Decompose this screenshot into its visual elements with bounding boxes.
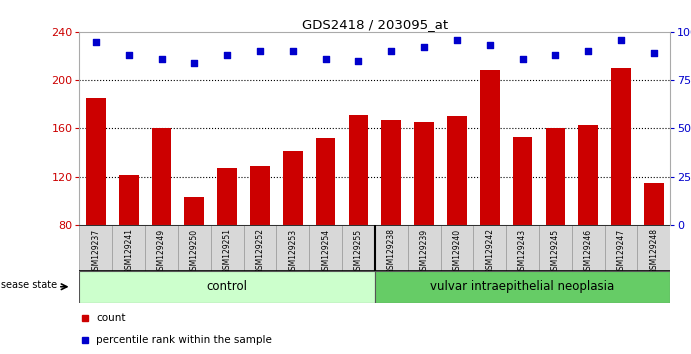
Text: GSM129240: GSM129240 bbox=[453, 228, 462, 275]
Bar bbox=[276, 225, 309, 271]
Bar bbox=[86, 98, 106, 225]
Bar bbox=[539, 225, 571, 271]
Bar bbox=[316, 138, 335, 225]
Text: GSM129252: GSM129252 bbox=[256, 228, 265, 274]
Point bbox=[386, 48, 397, 54]
Bar bbox=[605, 225, 637, 271]
Text: GSM129255: GSM129255 bbox=[354, 228, 363, 275]
Bar bbox=[447, 116, 466, 225]
Point bbox=[550, 52, 561, 58]
Text: count: count bbox=[96, 313, 126, 323]
Text: GSM129245: GSM129245 bbox=[551, 228, 560, 275]
Text: vulvar intraepithelial neoplasia: vulvar intraepithelial neoplasia bbox=[430, 280, 615, 293]
Bar bbox=[283, 151, 303, 225]
Point bbox=[583, 48, 594, 54]
Bar bbox=[578, 125, 598, 225]
Bar bbox=[211, 225, 243, 271]
Bar bbox=[250, 166, 269, 225]
Bar bbox=[79, 225, 112, 271]
Bar bbox=[79, 271, 375, 303]
Point bbox=[156, 56, 167, 62]
Text: GSM129251: GSM129251 bbox=[223, 228, 231, 274]
Text: GSM129243: GSM129243 bbox=[518, 228, 527, 275]
Text: GSM129248: GSM129248 bbox=[650, 228, 659, 274]
Bar bbox=[309, 225, 342, 271]
Point bbox=[616, 37, 627, 42]
Text: GSM129237: GSM129237 bbox=[91, 228, 100, 275]
Text: GSM129246: GSM129246 bbox=[584, 228, 593, 275]
Point bbox=[287, 48, 299, 54]
Point bbox=[517, 56, 528, 62]
Bar bbox=[119, 175, 138, 225]
Bar bbox=[480, 70, 500, 225]
Text: percentile rank within the sample: percentile rank within the sample bbox=[96, 335, 272, 345]
Bar bbox=[644, 183, 663, 225]
Bar bbox=[145, 225, 178, 271]
Bar bbox=[375, 271, 670, 303]
Bar bbox=[381, 120, 401, 225]
Text: GSM129253: GSM129253 bbox=[288, 228, 297, 275]
Point bbox=[353, 58, 364, 64]
Point bbox=[320, 56, 331, 62]
Text: GSM129249: GSM129249 bbox=[157, 228, 166, 275]
Text: GSM129250: GSM129250 bbox=[190, 228, 199, 275]
Point bbox=[419, 45, 430, 50]
Bar bbox=[414, 122, 434, 225]
Bar bbox=[178, 225, 211, 271]
Point bbox=[123, 52, 134, 58]
Bar bbox=[243, 225, 276, 271]
Point bbox=[189, 60, 200, 65]
Point bbox=[484, 42, 495, 48]
Bar bbox=[342, 225, 375, 271]
Bar bbox=[637, 225, 670, 271]
Point bbox=[254, 48, 265, 54]
Bar bbox=[217, 168, 237, 225]
Text: GSM129241: GSM129241 bbox=[124, 228, 133, 274]
Text: control: control bbox=[207, 280, 247, 293]
Point bbox=[451, 37, 462, 42]
Bar bbox=[611, 68, 631, 225]
Bar bbox=[473, 225, 506, 271]
Bar bbox=[545, 128, 565, 225]
Bar bbox=[184, 197, 204, 225]
Bar bbox=[440, 225, 473, 271]
Bar bbox=[571, 225, 605, 271]
Text: GSM129239: GSM129239 bbox=[419, 228, 428, 275]
Text: GSM129238: GSM129238 bbox=[387, 228, 396, 274]
Bar bbox=[513, 137, 532, 225]
Bar bbox=[506, 225, 539, 271]
Bar bbox=[348, 115, 368, 225]
Point bbox=[222, 52, 233, 58]
Bar bbox=[112, 225, 145, 271]
Bar bbox=[408, 225, 440, 271]
Point bbox=[91, 39, 102, 44]
Bar bbox=[151, 128, 171, 225]
Point bbox=[648, 50, 659, 56]
Text: GSM129242: GSM129242 bbox=[485, 228, 494, 274]
Bar bbox=[375, 225, 408, 271]
Title: GDS2418 / 203095_at: GDS2418 / 203095_at bbox=[302, 18, 448, 31]
Text: GSM129254: GSM129254 bbox=[321, 228, 330, 275]
Text: disease state: disease state bbox=[0, 280, 57, 290]
Text: GSM129247: GSM129247 bbox=[616, 228, 625, 275]
